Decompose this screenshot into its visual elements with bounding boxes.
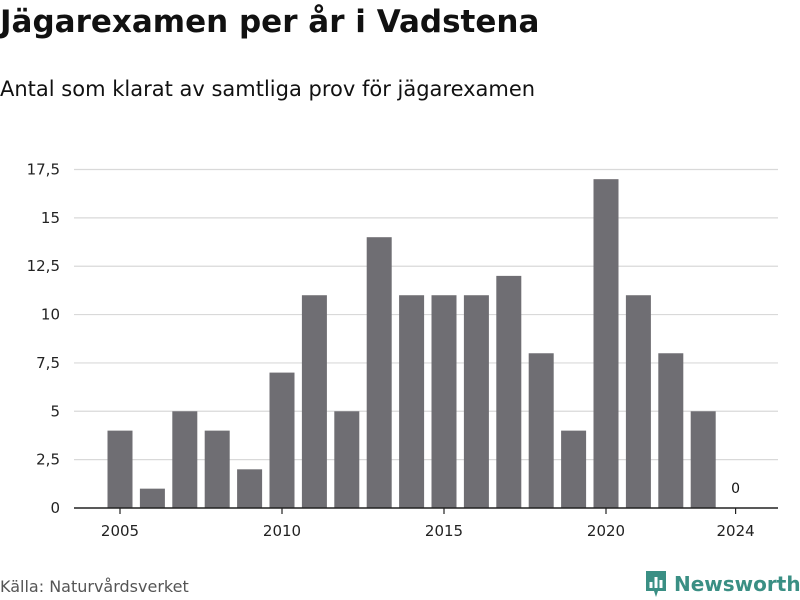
bar — [269, 372, 295, 508]
bars — [107, 179, 716, 508]
bar — [658, 353, 684, 508]
bar — [139, 488, 165, 508]
brand-logo: Newsworthy — [644, 569, 800, 599]
bar — [496, 275, 522, 508]
y-tick-label: 5 — [50, 402, 60, 420]
bar — [107, 430, 133, 508]
bar — [690, 411, 716, 508]
x-axis-ticks: 2005 2010 2015 2020 2024 — [101, 508, 755, 540]
bar — [301, 295, 327, 508]
bar — [625, 295, 651, 508]
brand-name: Newsworthy — [674, 572, 800, 596]
bar — [237, 469, 263, 508]
source-note: Källa: Naturvårdsverket — [0, 577, 189, 596]
chart-subtitle: Antal som klarat av samtliga prov för jä… — [0, 77, 536, 101]
bar — [561, 430, 587, 508]
bar — [528, 353, 554, 508]
y-axis-ticks: 0 2,5 5 7,5 10 12,5 15 17,5 — [27, 161, 60, 518]
y-tick-label: 7,5 — [36, 354, 60, 372]
data-label: 0 — [731, 481, 740, 497]
bar — [334, 411, 360, 508]
chart-title: Jägarexamen per år i Vadstena — [0, 4, 540, 40]
bar — [366, 237, 392, 508]
y-tick-label: 0 — [50, 499, 60, 517]
bar-chart: 0 2,5 5 7,5 10 12,5 15 17,5 2005 2010 2015 2020 202… — [27, 161, 778, 540]
bar — [172, 411, 198, 508]
data-labels: 0 — [731, 481, 740, 497]
bar-chart-pin-icon — [646, 571, 666, 597]
y-tick-label: 17,5 — [27, 161, 60, 179]
bar — [399, 295, 425, 508]
x-tick-label: 2015 — [425, 522, 463, 540]
x-tick-label: 2024 — [717, 522, 755, 540]
x-tick-label: 2020 — [587, 522, 625, 540]
y-tick-label: 2,5 — [36, 451, 60, 469]
bar — [204, 430, 230, 508]
bar — [593, 179, 619, 508]
x-tick-label: 2005 — [101, 522, 139, 540]
bar — [431, 295, 457, 508]
y-tick-label: 12,5 — [27, 257, 60, 275]
bar — [463, 295, 489, 508]
x-tick-label: 2010 — [263, 522, 301, 540]
y-tick-label: 10 — [41, 306, 60, 324]
y-tick-label: 15 — [41, 209, 60, 227]
